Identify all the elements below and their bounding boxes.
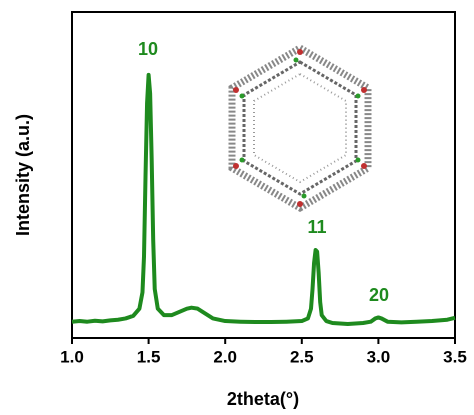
x-tick-label: 3.5 [443, 347, 467, 366]
x-axis-title: 2theta(°) [227, 389, 299, 409]
x-tick-label: 1.0 [60, 347, 84, 366]
peak-label: 20 [369, 285, 389, 305]
x-tick-label: 1.5 [137, 347, 161, 366]
x-tick-label: 3.0 [367, 347, 391, 366]
framework-illustration [228, 43, 372, 213]
plot-frame [71, 11, 456, 339]
x-tick-label: 2.0 [213, 347, 237, 366]
peak-label: 10 [138, 39, 158, 59]
line-series [71, 72, 456, 326]
x-tick-label: 2.5 [290, 347, 314, 366]
peak-label: 11 [307, 217, 326, 237]
y-axis-title: Intensity (a.u.) [13, 114, 33, 236]
